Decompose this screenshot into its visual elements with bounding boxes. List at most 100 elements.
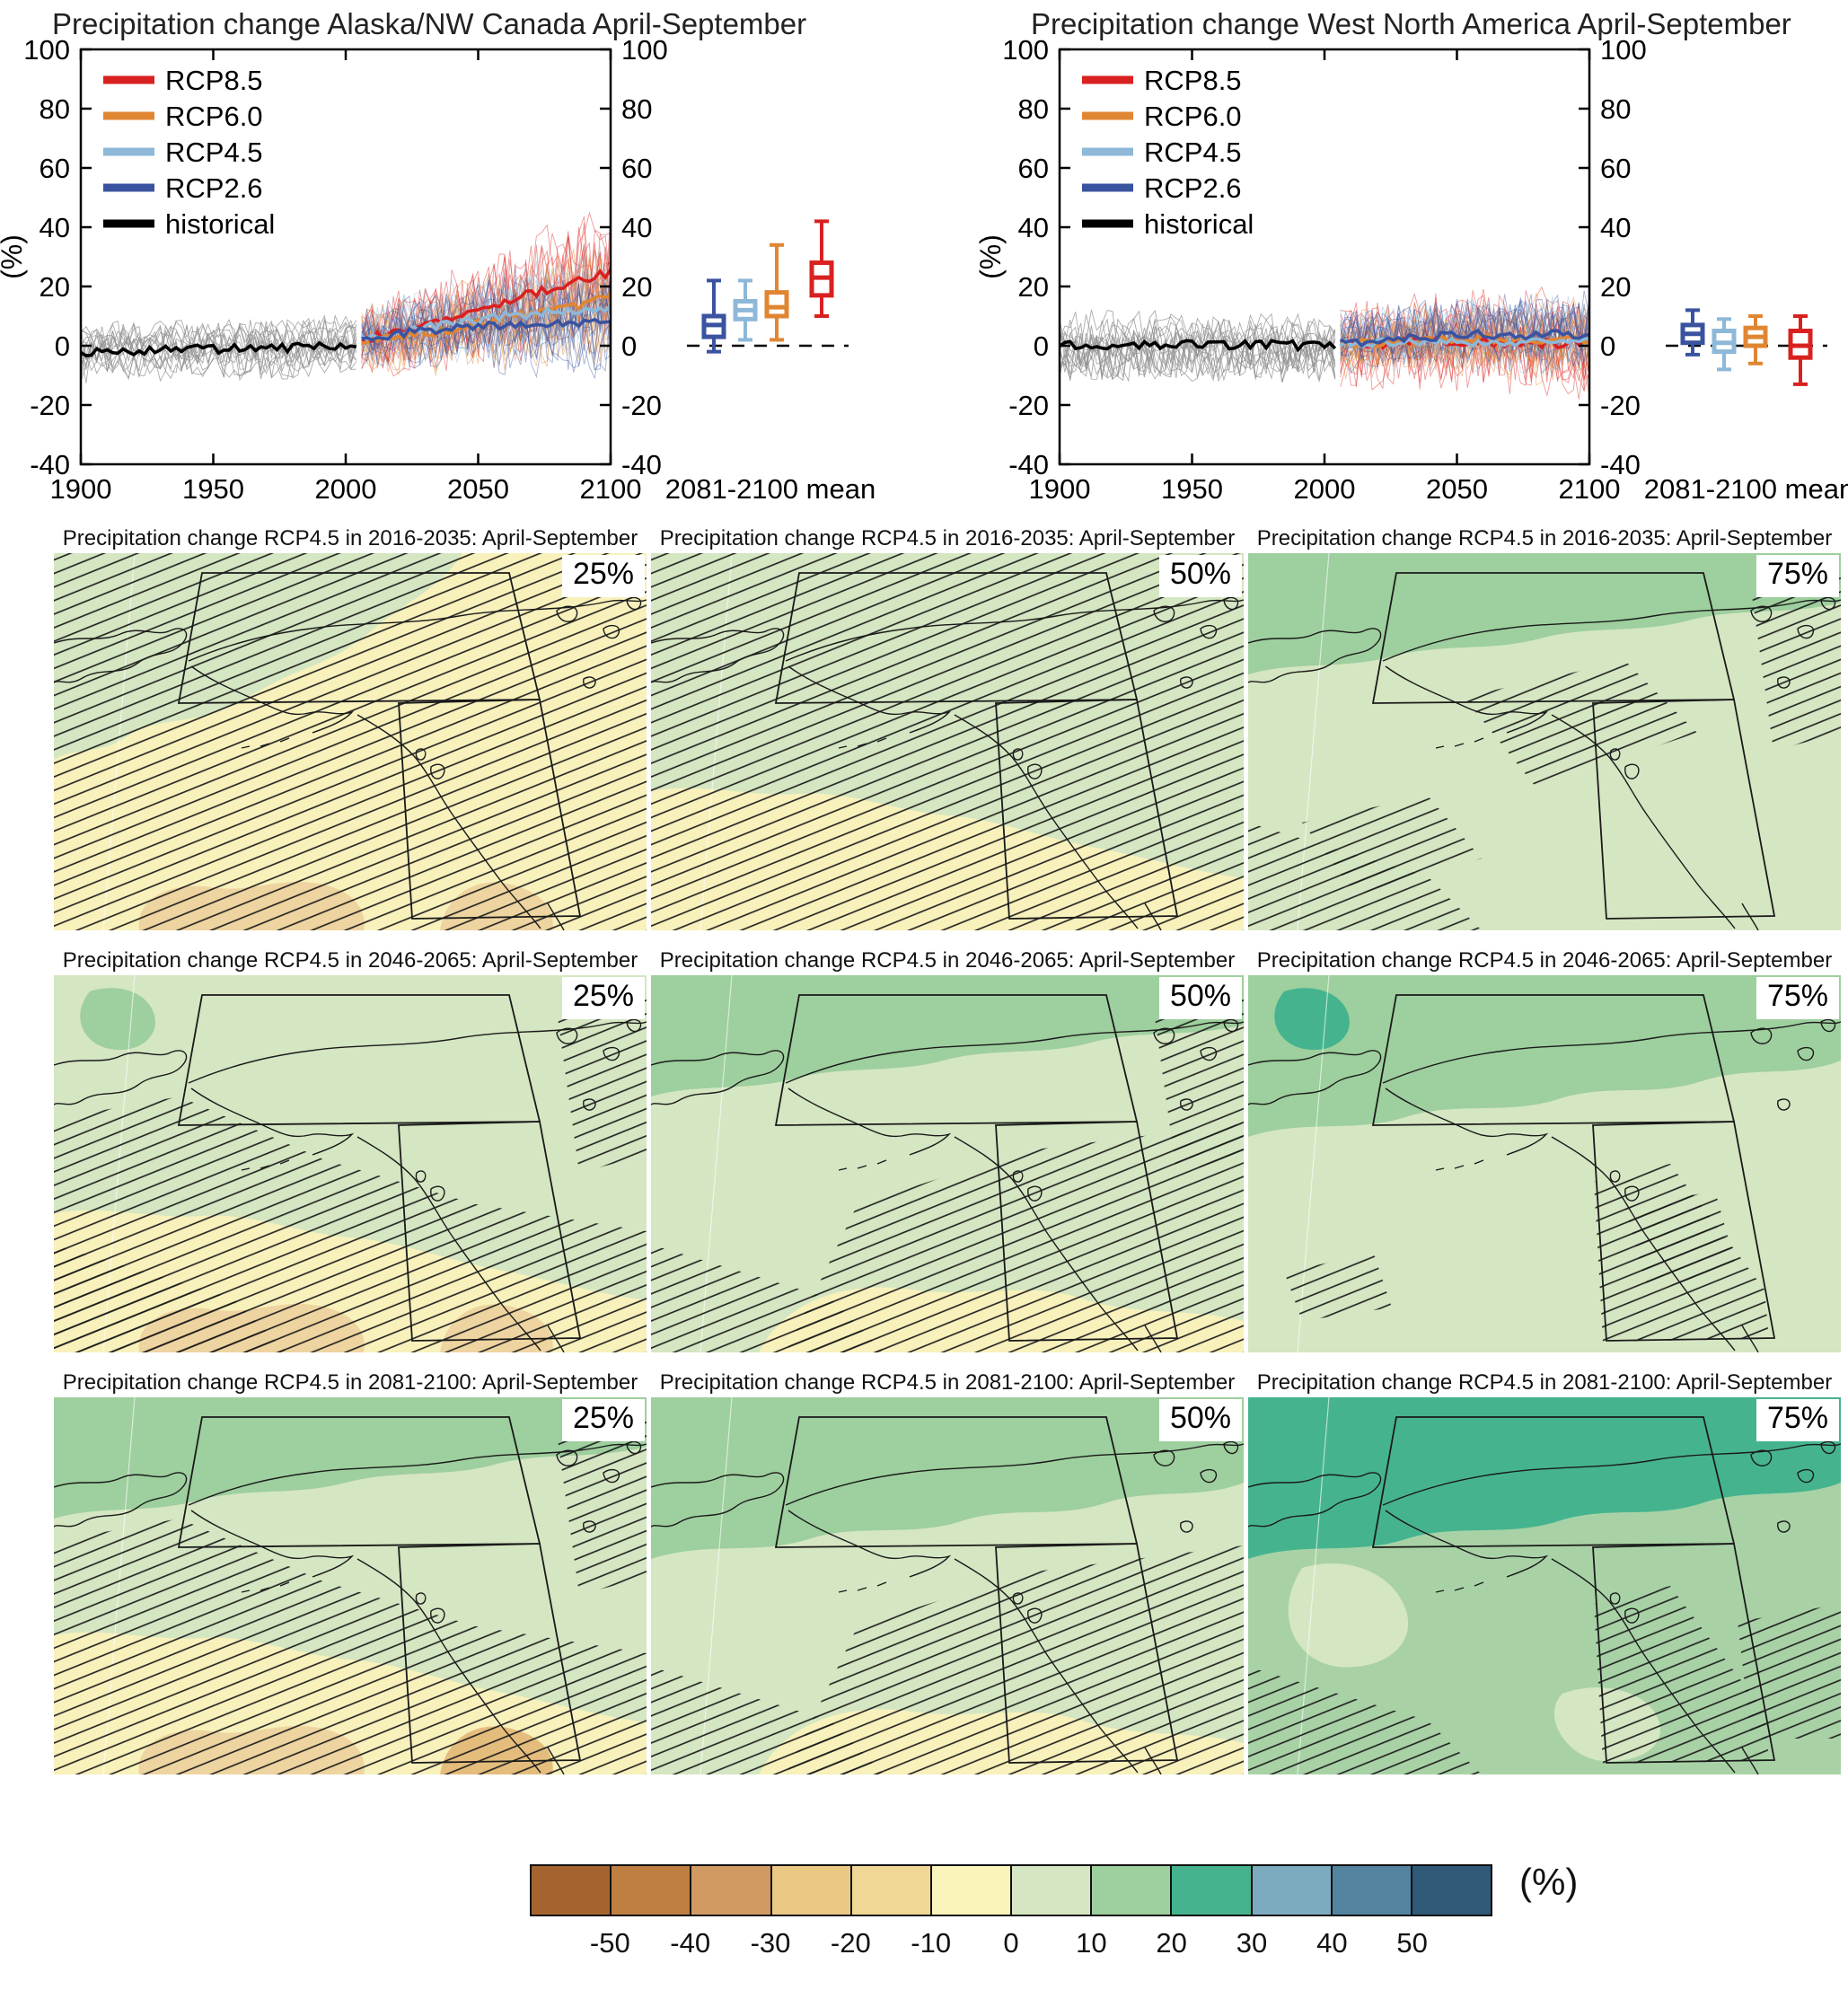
svg-text:2000: 2000 (315, 473, 377, 505)
coastlines (651, 1440, 1244, 1774)
hatch-region-bottom_left (54, 1245, 287, 1352)
hatch-region-south_heavy (54, 1096, 647, 1352)
svg-text:100: 100 (1600, 34, 1647, 66)
svg-text:0: 0 (1034, 330, 1049, 362)
svg-text:-20: -20 (621, 390, 662, 421)
map-title: Precipitation change RCP4.5 in 2046-2065… (1256, 948, 1833, 973)
colorbar-cell (691, 1866, 772, 1915)
svg-text:RCP6.0: RCP6.0 (1144, 101, 1242, 132)
svg-text:100: 100 (23, 34, 70, 66)
region-box-west-north-america (995, 1121, 1179, 1342)
map-svg (54, 553, 647, 930)
svg-text:1950: 1950 (182, 473, 244, 505)
y-axis-label: (%) (0, 234, 28, 279)
region-box-west-north-america (995, 699, 1179, 920)
svg-text:-20: -20 (1600, 390, 1641, 421)
svg-text:40: 40 (1018, 212, 1049, 243)
svg-text:100: 100 (621, 34, 668, 66)
svg-text:60: 60 (40, 153, 70, 184)
legend: RCP8.5 RCP6.0 RCP4.5 RCP2.6 historical (103, 65, 275, 240)
colorbar-tick-label: 30 (1236, 1927, 1268, 1959)
contour-blob-teal_spot (1274, 988, 1350, 1051)
svg-text:2100: 2100 (580, 473, 642, 505)
spaghetti-series (81, 208, 611, 383)
svg-text:-20: -20 (1008, 390, 1049, 421)
boxplot-axis-label: 2081-2100 mean (1644, 473, 1848, 505)
region-box-west-north-america (398, 1121, 582, 1342)
spaghetti-series (1060, 286, 1589, 400)
chart-title: Precipitation change West North America … (1031, 7, 1791, 40)
coastlines (1248, 596, 1841, 930)
svg-text:60: 60 (1018, 153, 1049, 184)
colorbar-cell (1332, 1866, 1412, 1915)
timeseries-chart-westna: Precipitation change West North America … (974, 0, 1848, 516)
region-box-west-north-america (995, 1543, 1179, 1764)
contour-blob-arctic_band (1248, 553, 1841, 674)
svg-text:RCP4.5: RCP4.5 (165, 136, 263, 168)
percentile-label: 25% (561, 555, 645, 597)
svg-text:2050: 2050 (1426, 473, 1488, 505)
colorbar-tick-label: -50 (589, 1927, 630, 1959)
colorbar-cell (1412, 1866, 1492, 1915)
svg-text:100: 100 (1002, 34, 1049, 66)
colorbar-cell (532, 1866, 612, 1915)
chart-title: Precipitation change Alaska/NW Canada Ap… (52, 7, 807, 40)
timeseries-chart-alaska: Precipitation change Alaska/NW Canada Ap… (0, 0, 925, 516)
map-svg (54, 1397, 647, 1774)
colorbar-tick-label: 10 (1076, 1927, 1107, 1959)
timeseries-svg: -40 -40 -20 -20 0 0 20 20 40 40 60 60 80 80 100 100 1900… (0, 34, 876, 505)
svg-text:-40: -40 (621, 449, 662, 480)
map-svg (1248, 553, 1841, 930)
map-panel-2016-2035-p75: Precipitation change RCP4.5 in 2016-2035… (1248, 526, 1841, 930)
map-svg (651, 553, 1244, 930)
region-box-west-north-america (398, 1543, 582, 1764)
colorbar-cell (1172, 1866, 1253, 1915)
svg-text:2100: 2100 (1559, 473, 1621, 505)
percentile-label: 50% (1158, 555, 1242, 597)
svg-text:80: 80 (1018, 93, 1049, 125)
map-panel-2081-2100-p75: Precipitation change RCP4.5 in 2081-2100… (1248, 1370, 1841, 1774)
svg-text:-40: -40 (1008, 449, 1049, 480)
hatch-region-se_band (786, 1123, 1244, 1352)
map-title: Precipitation change RCP4.5 in 2081-2100… (659, 1370, 1236, 1395)
colorbar-cell (1252, 1866, 1333, 1915)
svg-text:80: 80 (40, 93, 70, 125)
coastlines (54, 1018, 647, 1352)
colorbar-cell (931, 1866, 1013, 1915)
hatch-region-east_edge (557, 993, 647, 1173)
svg-text:RCP2.6: RCP2.6 (1144, 172, 1242, 204)
map-svg (1248, 1397, 1841, 1774)
map-panel-2046-2065-p50: Precipitation change RCP4.5 in 2046-2065… (651, 948, 1244, 1352)
percentile-label: 75% (1756, 977, 1839, 1019)
svg-text:-20: -20 (30, 390, 70, 421)
colorbar-tick-label: 40 (1316, 1927, 1348, 1959)
axes: -40 -40 -20 -20 0 0 20 20 40 40 60 60 80 80 100 100 1900… (23, 34, 667, 505)
svg-text:80: 80 (621, 93, 652, 125)
percentile-label: 75% (1756, 1399, 1839, 1441)
map-title: Precipitation change RCP4.5 in 2081-2100… (1256, 1370, 1833, 1395)
colorbar-cell (1012, 1866, 1093, 1915)
hatch-region-south_box (1594, 1164, 1769, 1342)
contour-blob-arctic_band (54, 1397, 647, 1519)
timeseries-svg: -40 -40 -20 -20 0 0 20 20 40 40 60 60 80 80 100 100 1900… (974, 34, 1848, 505)
map-panel-2016-2035-p25: Precipitation change RCP4.5 in 2016-2035… (54, 526, 647, 930)
svg-text:0: 0 (621, 330, 637, 362)
map-title: Precipitation change RCP4.5 in 2016-2035… (1256, 526, 1833, 550)
timeseries-plot: -40 -40 -20 -20 0 0 20 20 40 40 60 60 80 80 100 100 1900… (974, 0, 1848, 521)
contour-blob-arctic_band_deep (1248, 975, 1841, 1137)
svg-text:-40: -40 (1600, 449, 1641, 480)
map-svg (651, 975, 1244, 1352)
svg-text:RCP2.6: RCP2.6 (165, 172, 263, 204)
colorbar (530, 1864, 1492, 1916)
colorbar-cell (851, 1866, 932, 1915)
colorbar-cell (771, 1866, 852, 1915)
map-panel-2016-2035-p50: Precipitation change RCP4.5 in 2016-2035… (651, 526, 1244, 930)
contour-blob-teal_spot (80, 988, 155, 1051)
boxplot-axis-label: 2081-2100 mean (665, 473, 876, 505)
map-title: Precipitation change RCP4.5 in 2016-2035… (659, 526, 1236, 550)
svg-text:40: 40 (40, 212, 70, 243)
hatch-region-bottom_left (651, 1667, 884, 1774)
svg-text:80: 80 (1600, 93, 1631, 125)
timeseries-plot: -40 -40 -20 -20 0 0 20 20 40 40 60 60 80 80 100 100 1900… (0, 0, 925, 521)
hatch-region-south_heavy (54, 1519, 647, 1774)
